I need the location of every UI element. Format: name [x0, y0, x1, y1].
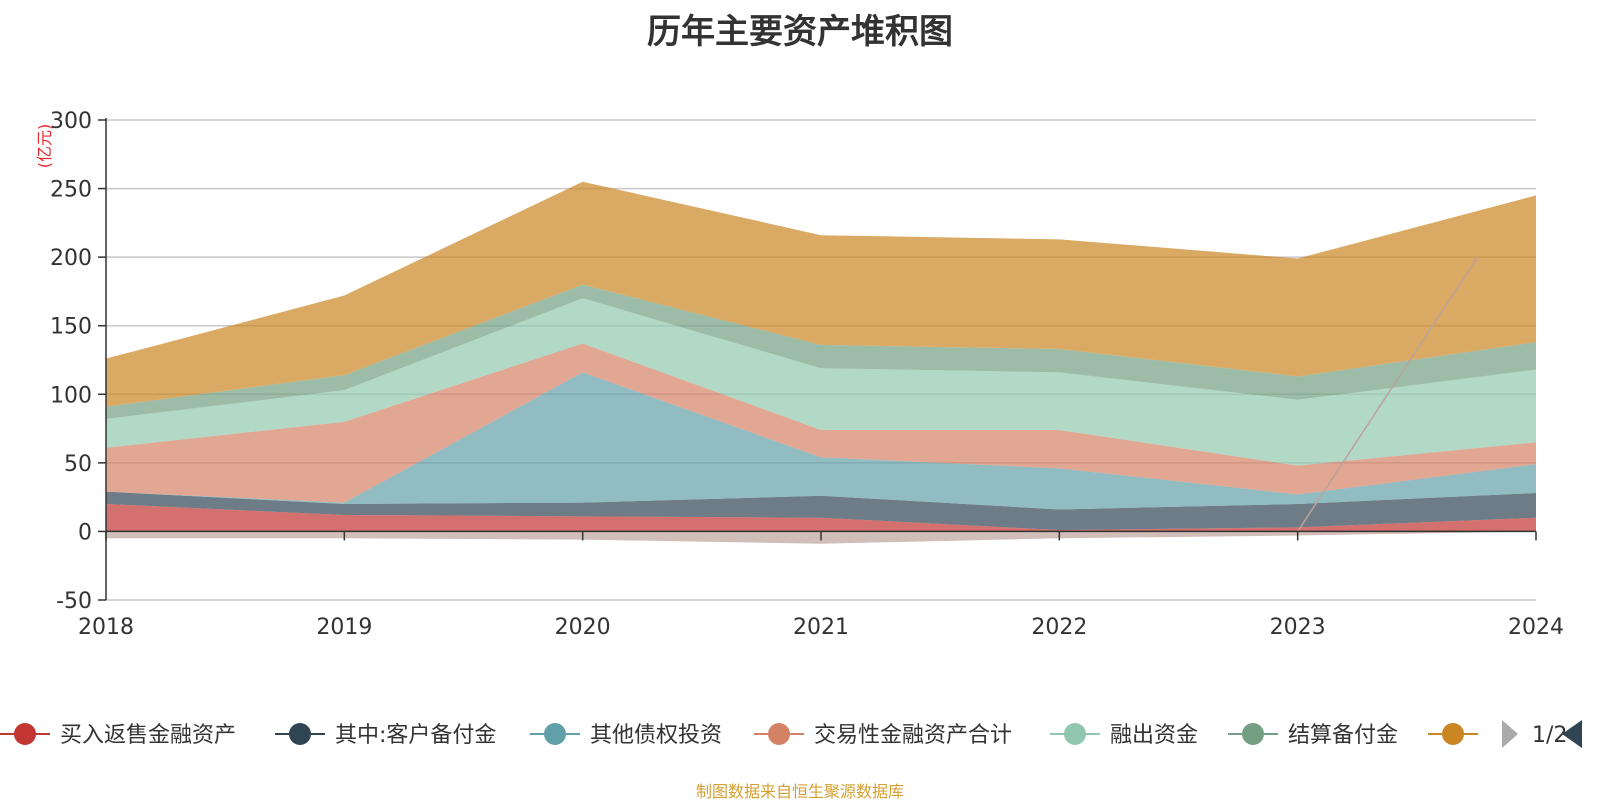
legend-label: 结算备付金 — [1288, 723, 1398, 748]
legend-marker-icon — [768, 723, 790, 745]
y-tick-label: 300 — [50, 109, 92, 134]
legend-item[interactable] — [1428, 723, 1478, 745]
x-tick-label: 2024 — [1508, 615, 1564, 640]
data-source-note: 制图数据来自恒生聚源数据库 — [0, 778, 1600, 802]
legend-label: 其中:客户备付金 — [335, 723, 496, 748]
legend-item[interactable]: 买入返售金融资产 — [0, 723, 236, 748]
y-tick-label: 200 — [50, 246, 92, 271]
legend-item[interactable]: 其他债权投资 — [530, 723, 722, 748]
legend-label: 买入返售金融资产 — [60, 723, 236, 748]
legend-label: 融出资金 — [1110, 723, 1198, 748]
y-tick-label: -50 — [56, 589, 92, 614]
legend-marker-icon — [1242, 723, 1264, 745]
x-tick-label: 2023 — [1270, 615, 1326, 640]
area-series — [106, 182, 1536, 544]
x-tick-label: 2021 — [793, 615, 849, 640]
legend-item[interactable]: 结算备付金 — [1228, 723, 1398, 748]
legend-marker-icon — [289, 723, 311, 745]
legend-marker-icon — [1064, 723, 1086, 745]
y-tick-label: 0 — [78, 520, 92, 545]
x-tick-label: 2022 — [1031, 615, 1087, 640]
legend[interactable]: 买入返售金融资产 其中:客户备付金 其他债权投资 交易性金融资产合计 融出资金 结算备付金… — [0, 720, 1582, 748]
legend-label: 其他债权投资 — [590, 723, 722, 748]
x-tick-label: 2019 — [316, 615, 372, 640]
x-tick-label: 2020 — [555, 615, 611, 640]
y-axis-unit-label: (亿元) — [35, 124, 54, 169]
x-tick-label: 2018 — [78, 615, 134, 640]
y-tick-label: 100 — [50, 383, 92, 408]
legend-item[interactable]: 融出资金 — [1050, 723, 1198, 748]
legend-item[interactable]: 交易性金融资产合计 — [754, 723, 1012, 748]
legend-page-indicator: 1/2 — [1532, 723, 1567, 748]
y-tick-label: 250 — [50, 178, 92, 203]
legend-label: 交易性金融资产合计 — [814, 723, 1012, 748]
y-tick-label: 150 — [50, 315, 92, 340]
legend-item[interactable]: 其中:客户备付金 — [275, 723, 496, 748]
legend-marker-icon — [544, 723, 566, 745]
legend-marker-icon — [1442, 723, 1464, 745]
y-tick-label: 50 — [64, 452, 92, 477]
legend-marker-icon — [14, 723, 36, 745]
legend-prev-page-icon[interactable] — [1502, 720, 1518, 748]
